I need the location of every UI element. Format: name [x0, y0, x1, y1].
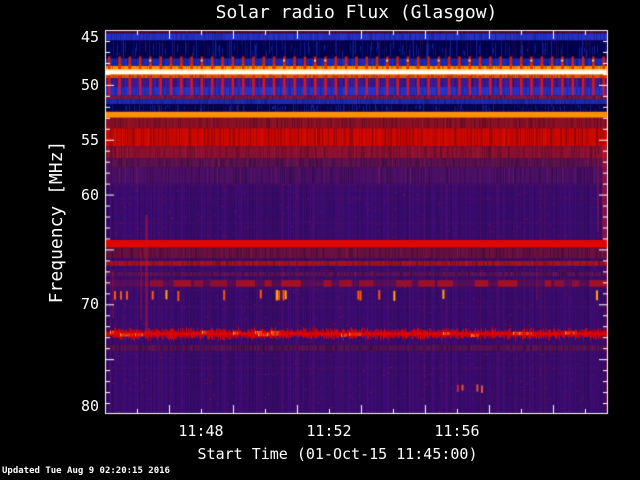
x-tick-label: 11:48 [178, 422, 224, 440]
y-tick-label: 50 [80, 75, 99, 94]
y-tick-label: 80 [80, 397, 99, 415]
x-tick-label: 11:56 [434, 422, 480, 440]
y-tick-label: 45 [80, 28, 99, 46]
y-tick-label: 70 [80, 295, 99, 314]
y-tick-label: 60 [80, 185, 99, 204]
y-axis-title: Frequency [MHz] [46, 140, 67, 304]
y-tick-label: 55 [80, 130, 99, 149]
x-axis-title: Start Time (01-Oct-15 11:45:00) [197, 445, 478, 463]
x-tick-label: 11:52 [306, 422, 352, 440]
updated-timestamp: Updated Tue Aug 9 02:20:15 2016 [2, 466, 170, 476]
chart-title: Solar radio Flux (Glasgow) [215, 2, 498, 23]
